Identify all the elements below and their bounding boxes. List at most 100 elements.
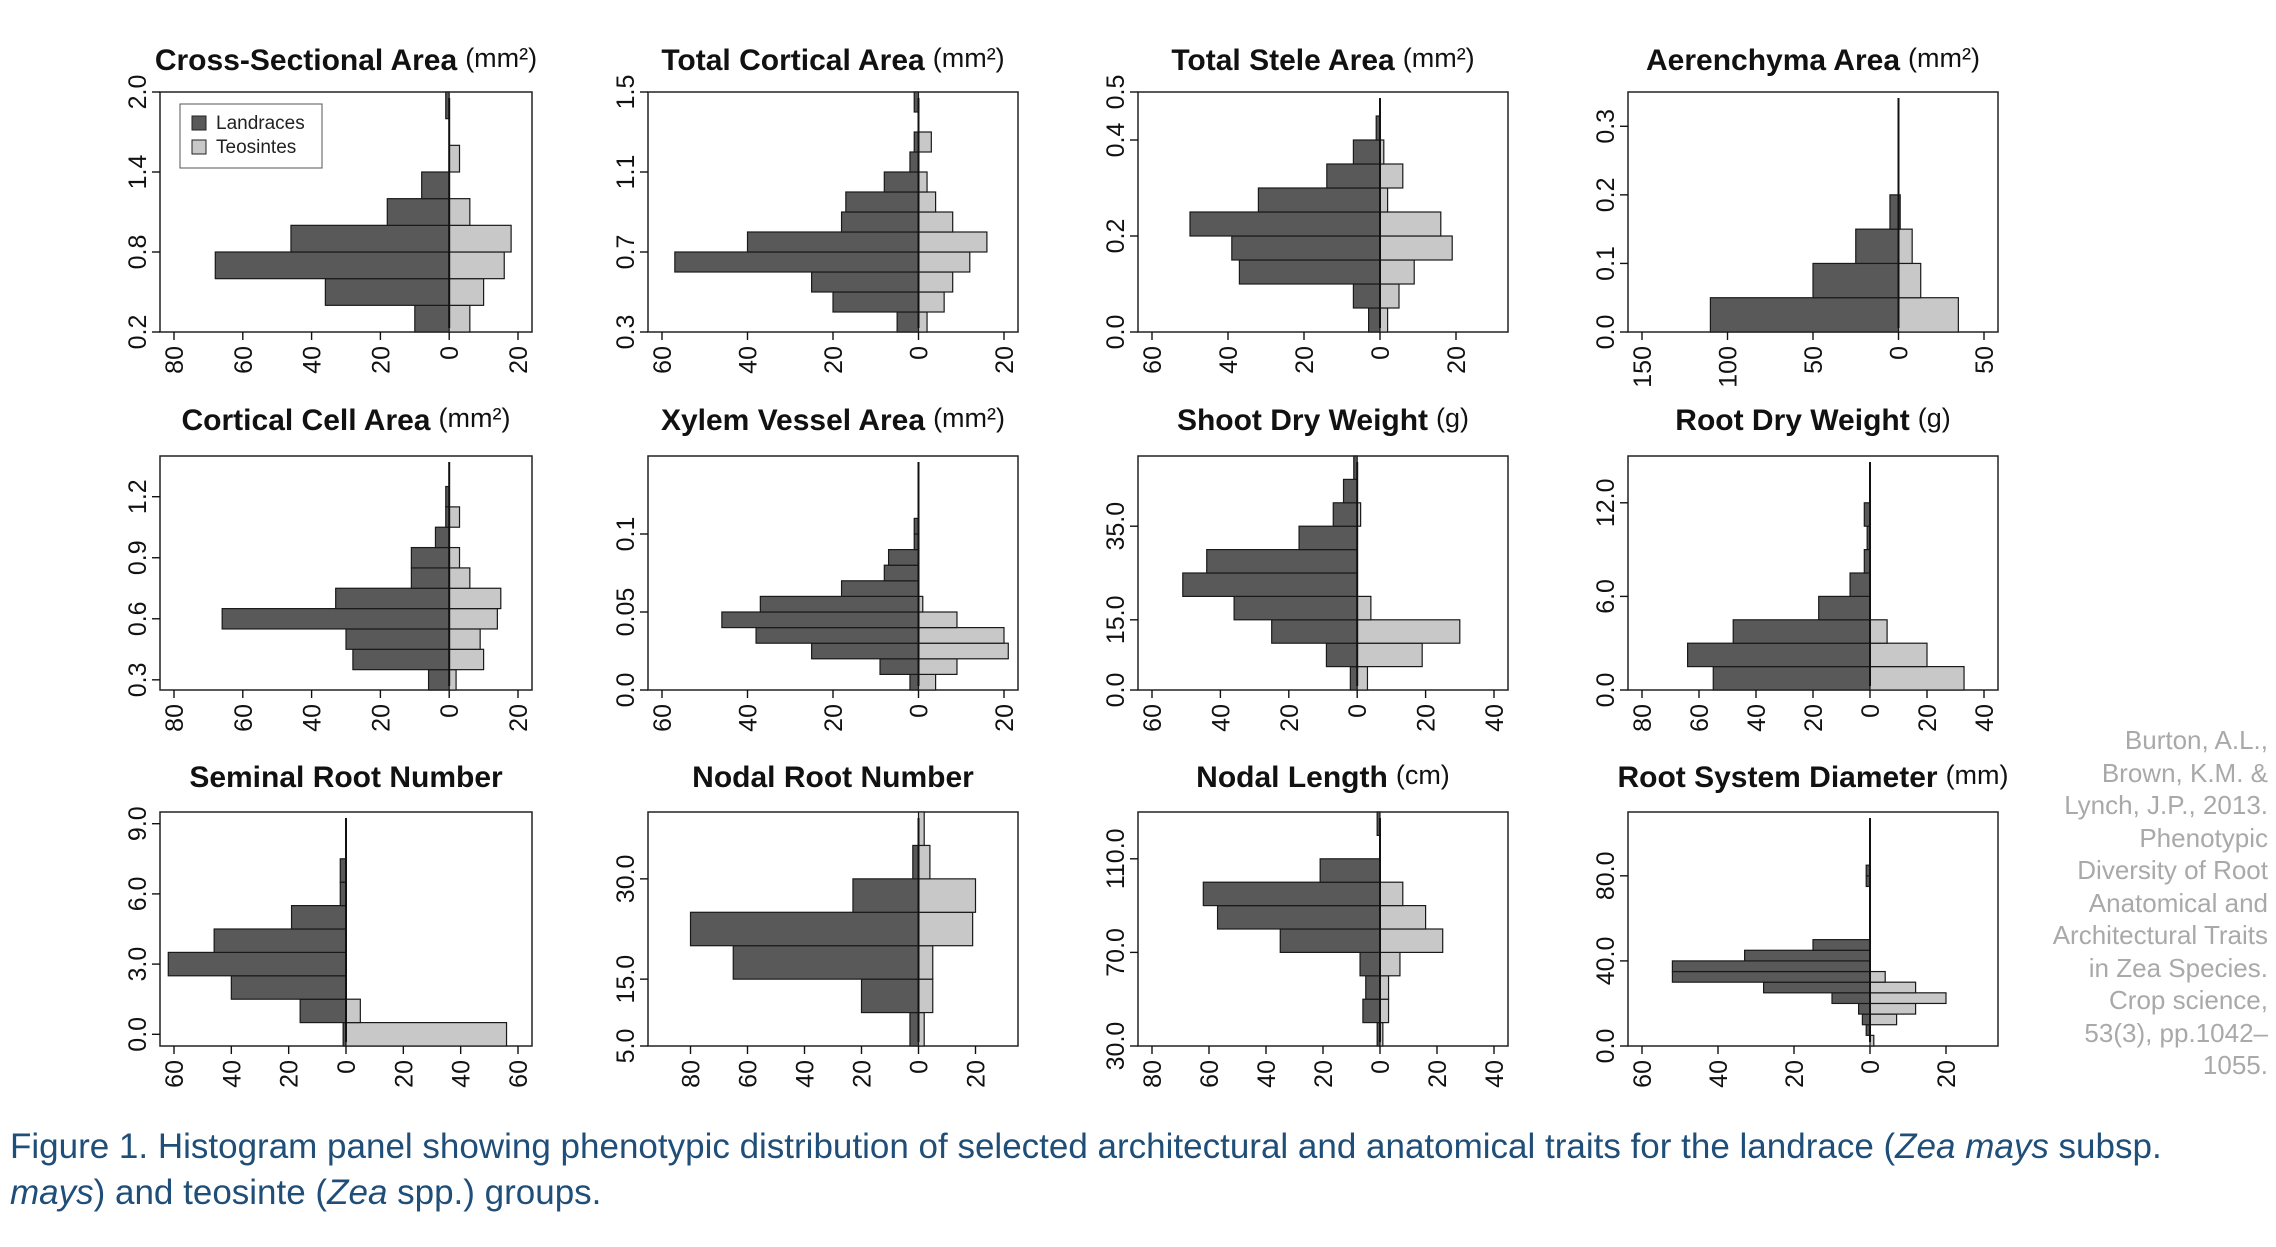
landrace-bar (1271, 619, 1358, 644)
y-tick-label: 5.0 (612, 1029, 640, 1064)
teosinte-bar (345, 1021, 508, 1047)
x-tick-label: 20 (276, 1060, 304, 1088)
landrace-bar (290, 224, 450, 253)
x-tick-label: 20 (367, 346, 395, 374)
landrace-bar (1189, 211, 1381, 237)
landrace-bar (335, 587, 450, 610)
citation-line: Crop science, (2109, 985, 2268, 1015)
teosinte-bar (448, 648, 485, 671)
landrace-bar (689, 911, 920, 947)
landrace-bar (213, 928, 347, 953)
x-tick-label: 20 (1933, 1060, 1961, 1088)
panel-unit-text: (mm²) (1908, 43, 1980, 73)
histogram-panel: 60 40 20 0 20 0.0 0.05 0.1 Xylem Vessel Area (mm²… (612, 403, 1019, 732)
y-tick-label: 2.0 (124, 75, 152, 110)
legend: Landraces Teosintes (179, 103, 323, 169)
x-tick-label: 20 (1310, 1060, 1338, 1088)
x-tick-label: 20 (991, 704, 1019, 732)
panel-unit-text: (mm) (1946, 760, 2009, 790)
x-tick-label: 40 (1207, 704, 1235, 732)
teosinte-bar (448, 567, 471, 589)
panel-unit-text: (mm²) (439, 403, 511, 433)
caption-text: Figure 1. Histogram panel showing phenot… (10, 1127, 1896, 1166)
landrace-bar (421, 171, 450, 200)
panel-title: Seminal Root Number (189, 761, 503, 794)
y-tick-label: 40.0 (1592, 937, 1620, 986)
teosinte-bar (1379, 951, 1401, 977)
y-tick-label: 0.4 (1102, 123, 1130, 158)
teosinte-bar (448, 198, 471, 226)
teosinte-bar (1379, 283, 1400, 309)
teosinte-bar (448, 304, 471, 333)
panel-title: Nodal Length (cm) (1196, 760, 1450, 794)
landrace-bar (427, 669, 450, 691)
y-tick-label: 1.1 (612, 155, 640, 190)
landrace-bar (410, 567, 450, 589)
landrace-bar (1709, 297, 1900, 333)
landrace-bar (1326, 163, 1381, 189)
landrace-bar (887, 548, 920, 566)
teosinte-bar (1379, 259, 1415, 285)
landrace-bar (845, 191, 920, 213)
teosinte-bar (917, 271, 954, 293)
landrace-bar (414, 304, 450, 333)
teosinte-bar (1869, 992, 1947, 1005)
y-tick-label: 1.4 (124, 155, 152, 190)
x-tick-label: 40 (218, 1060, 246, 1088)
citation-line: Architectural Traits (2052, 920, 2268, 950)
teosinte-bar (1869, 619, 1888, 644)
panel-title-text: Nodal Length (1196, 761, 1388, 794)
legend-box (179, 103, 323, 169)
x-tick-label: 20 (1413, 704, 1441, 732)
caption-text: spp.) groups. (387, 1173, 602, 1212)
teosinte-bar (1379, 904, 1427, 930)
landrace-bar (1812, 939, 1871, 951)
x-tick-label: 20 (820, 346, 848, 374)
x-tick-label: 20 (1800, 704, 1828, 732)
panel-unit-text: (mm²) (465, 43, 537, 73)
teosinte-bar (917, 878, 977, 913)
y-tick-label: 0.1 (1592, 246, 1620, 281)
teosinte-bar (448, 608, 498, 630)
x-tick-label: 0 (906, 704, 934, 718)
x-tick-label: 0 (1367, 346, 1395, 360)
landrace-bar (909, 1011, 920, 1047)
teosinte-bar (1379, 235, 1453, 261)
panel-title: Cortical Cell Area (mm²) (182, 403, 511, 437)
teosinte-bar (1379, 187, 1389, 213)
landrace-bar (1362, 998, 1381, 1024)
panel-title-text: Root Dry Weight (1675, 404, 1909, 437)
x-tick-label: 80 (161, 346, 189, 374)
landrace-bar (1855, 228, 1900, 265)
x-tick-label: 0 (1367, 1060, 1395, 1074)
citation-line: Lynch, J.P., 2013. (2064, 790, 2268, 820)
teosinte-bar (917, 642, 1009, 660)
x-tick-label: 50 (1800, 346, 1828, 374)
teosinte-bar (1379, 211, 1442, 237)
landrace-bar (1849, 572, 1871, 597)
x-tick-label: 40 (1481, 1060, 1509, 1088)
teosinte-bar (917, 251, 971, 273)
teosinte-bar (448, 506, 461, 528)
x-tick-label: 60 (1139, 346, 1167, 374)
panel-title-text: Cortical Cell Area (182, 404, 431, 437)
citation: Burton, A.L., Brown, K.M. & Lynch, J.P.,… (2000, 724, 2268, 1082)
landrace-bar (1202, 881, 1381, 907)
landrace-bar (290, 904, 347, 930)
y-tick-label: 0.2 (1592, 177, 1620, 212)
x-tick-label: 0 (906, 1060, 934, 1074)
panel-title-text: Aerenchyma Area (1646, 44, 1900, 77)
x-tick-label: 0 (1857, 704, 1885, 718)
teosinte-bar (1869, 981, 1917, 994)
panel-title: Shoot Dry Weight (g) (1177, 403, 1469, 437)
landrace-bar (840, 211, 920, 233)
landrace-bar (1365, 975, 1381, 1000)
y-tick-label: 0.3 (1592, 109, 1620, 144)
landrace-bar (909, 151, 920, 173)
citation-line: Anatomical and (2088, 887, 2268, 918)
citation-line: 1055. (2202, 1050, 2268, 1080)
teosinte-bar (448, 278, 485, 306)
landrace-bar (434, 526, 450, 549)
panel-unit-text: (cm) (1396, 760, 1450, 790)
x-tick-label: 150 (1629, 346, 1657, 388)
